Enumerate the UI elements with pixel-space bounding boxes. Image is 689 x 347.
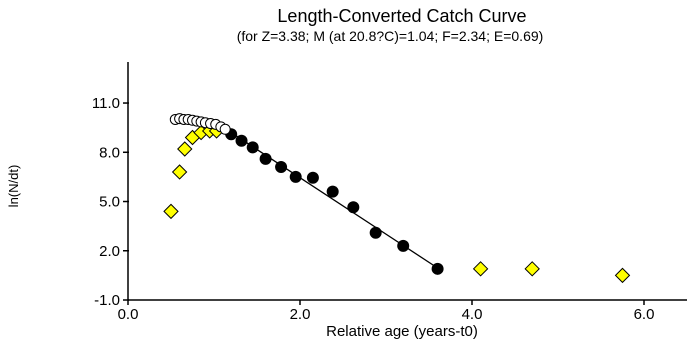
y-tick-label: -1.0 <box>94 292 120 309</box>
x-axis-label: Relative age (years-t0) <box>326 323 478 340</box>
filled-point <box>397 239 410 252</box>
open-point <box>219 123 231 135</box>
tick-labels: -1.0 2.0 5.0 8.0 11.0 0.0 2.0 4.0 6.0 <box>92 95 655 323</box>
excluded-point <box>524 261 540 277</box>
y-tick-label: 11.0 <box>92 95 120 112</box>
filled-point <box>306 171 319 184</box>
chart-title: Length-Converted Catch Curve <box>277 6 526 26</box>
y-tick-label: 8.0 <box>99 144 120 161</box>
y-axis-label: ln(N/dt) <box>6 165 21 208</box>
filled-point <box>347 201 360 214</box>
axes <box>123 62 687 305</box>
chart-subtitle: (for Z=3.38; M (at 20.8?C)=1.04; F=2.34;… <box>237 28 544 44</box>
excluded-point <box>163 203 179 220</box>
filled-point <box>235 134 248 147</box>
excluded-point <box>472 261 489 277</box>
y-tick-label: 5.0 <box>99 194 120 211</box>
x-tick-label: 4.0 <box>462 306 483 323</box>
filled-point <box>289 170 302 183</box>
excluded-point <box>614 267 631 284</box>
x-tick-label: 6.0 <box>634 306 655 323</box>
filled-point <box>259 152 272 165</box>
filled-point <box>326 185 339 198</box>
excluded-point <box>171 164 188 180</box>
data-points <box>163 113 631 284</box>
filled-point <box>369 226 382 239</box>
filled-point <box>431 262 444 275</box>
filled-point <box>246 141 259 154</box>
excluded-point <box>177 141 193 157</box>
y-tick-label: 2.0 <box>99 243 120 260</box>
x-tick-label: 2.0 <box>290 306 311 323</box>
x-tick-label: 0.0 <box>118 306 139 323</box>
filled-point <box>275 161 288 174</box>
